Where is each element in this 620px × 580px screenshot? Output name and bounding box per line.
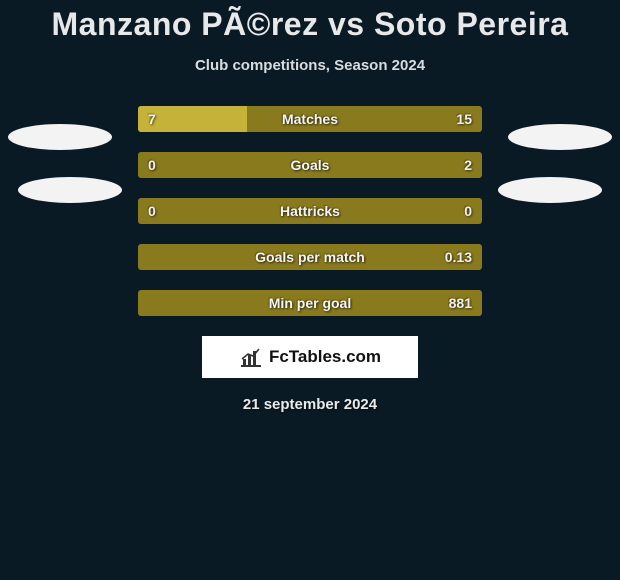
comparison-bars: 7 Matches 15 0 Goals 2 0 Hattricks 0 Goa… [138,106,482,316]
bar-hattricks: 0 Hattricks 0 [138,198,482,224]
bar-right-value: 0 [464,203,472,219]
right-ellipse-1 [508,124,612,150]
bar-right-value: 2 [464,157,472,173]
subtitle: Club competitions, Season 2024 [0,57,620,74]
logo-text: FcTables.com [269,347,381,367]
bar-left-value: 0 [148,203,156,219]
chart-icon [239,346,263,368]
left-ellipse-1 [8,124,112,150]
bar-left-value: 7 [148,111,156,127]
bar-label: Min per goal [269,295,351,311]
bar-right-value: 0.13 [445,249,472,265]
bar-matches: 7 Matches 15 [138,106,482,132]
bar-label: Goals [291,157,330,173]
bar-right-value: 15 [456,111,472,127]
bar-min-per-goal: Min per goal 881 [138,290,482,316]
date-text: 21 september 2024 [0,396,620,413]
bar-label: Matches [282,111,338,127]
left-ellipse-2 [18,177,122,203]
bar-goals-per-match: Goals per match 0.13 [138,244,482,270]
bar-goals: 0 Goals 2 [138,152,482,178]
bar-right-value: 881 [449,295,472,311]
bar-left-value: 0 [148,157,156,173]
page-title: Manzano PÃ©rez vs Soto Pereira [0,0,620,43]
bar-label: Goals per match [255,249,365,265]
bar-label: Hattricks [280,203,340,219]
right-ellipse-2 [498,177,602,203]
logo-box: FcTables.com [202,336,418,378]
